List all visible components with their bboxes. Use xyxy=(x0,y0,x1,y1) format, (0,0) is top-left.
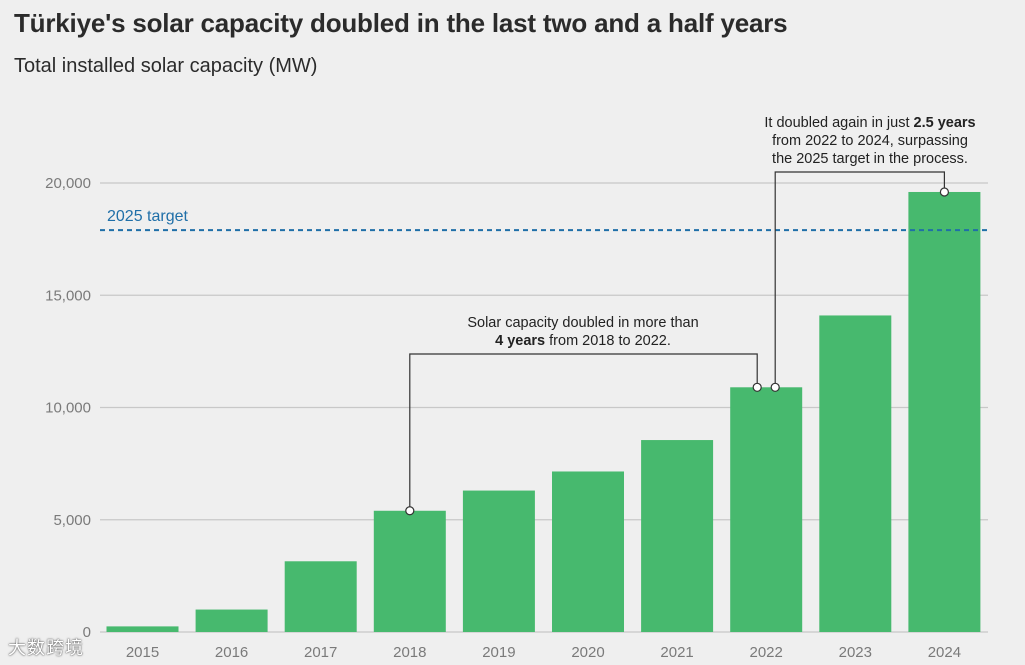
x-tick-label: 2023 xyxy=(839,644,872,661)
x-tick-label: 2020 xyxy=(571,644,604,661)
y-tick-label: 0 xyxy=(83,624,91,641)
bar xyxy=(730,387,803,632)
bar xyxy=(462,490,535,632)
watermark: 大数跨境 xyxy=(8,638,84,658)
chart-subtitle: Total installed solar capacity (MW) xyxy=(14,55,318,77)
annotation-marker xyxy=(939,187,950,197)
chart-title: Türkiye's solar capacity doubled in the … xyxy=(14,8,788,38)
x-tick-label: 2022 xyxy=(750,644,783,661)
x-tick-label: 2021 xyxy=(660,644,693,661)
y-tick-label: 15,000 xyxy=(45,287,91,304)
bar xyxy=(819,315,892,632)
x-tick-label: 2015 xyxy=(126,644,159,661)
annotation-marker xyxy=(770,382,780,392)
x-tick-label: 2017 xyxy=(304,644,337,661)
bar xyxy=(641,440,714,632)
annotation-marker xyxy=(752,382,762,392)
annotation-text: from 2022 to 2024, surpassing xyxy=(772,133,968,149)
annotation-text: the 2025 target in the process. xyxy=(772,151,968,167)
annotation-marker xyxy=(405,506,415,516)
bar xyxy=(908,191,981,633)
x-tick-label: 2016 xyxy=(215,644,248,661)
bar xyxy=(195,609,268,632)
annotation-text: 4 years from 2018 to 2022. xyxy=(495,333,671,349)
y-tick-label: 5,000 xyxy=(53,512,91,529)
bar xyxy=(284,561,357,632)
x-tick-label: 2019 xyxy=(482,644,515,661)
annotation-connector xyxy=(774,171,946,388)
bar xyxy=(552,471,624,632)
y-tick-label: 20,000 xyxy=(45,175,91,192)
annotation-text: Solar capacity doubled in more than xyxy=(467,315,698,331)
y-tick-label: 10,000 xyxy=(45,400,91,417)
bar xyxy=(106,626,179,632)
bar xyxy=(373,510,446,632)
x-tick-label: 2018 xyxy=(393,644,426,661)
annotation-connector xyxy=(409,353,758,511)
annotation-text: It doubled again in just 2.5 years xyxy=(764,115,975,131)
target-label: 2025 target xyxy=(107,208,189,225)
x-tick-label: 2024 xyxy=(928,644,961,661)
